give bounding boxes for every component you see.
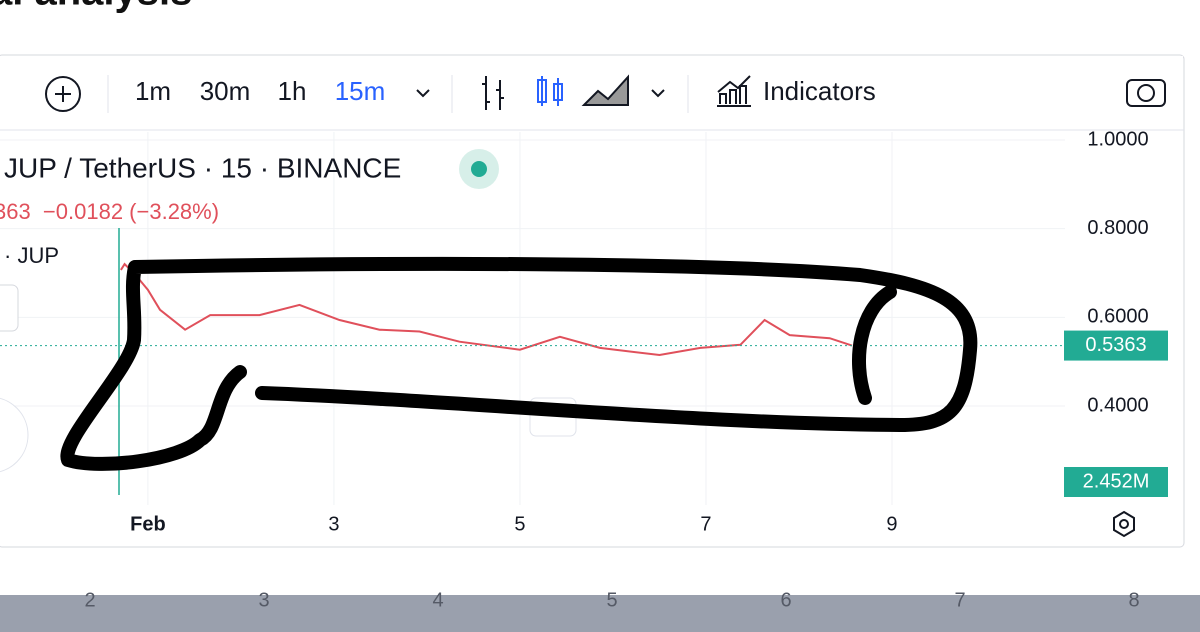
candles-icon[interactable] — [537, 76, 563, 106]
x-tick-label: 3 — [328, 513, 339, 535]
x-tick-label: 5 — [514, 513, 525, 535]
camera-lens — [1137, 84, 1155, 102]
background-tick-label: 7 — [954, 589, 965, 611]
price-line — [120, 262, 853, 357]
background-tick-label: 5 — [606, 589, 617, 611]
x-tick-label: 9 — [886, 513, 897, 535]
status-dot — [471, 161, 487, 177]
chart-type-dropdown[interactable] — [651, 89, 665, 98]
background-tick-label: 3 — [258, 589, 269, 611]
y-tick-label: 0.8000 — [1087, 217, 1148, 239]
background-tick-label: 8 — [1128, 589, 1139, 611]
interval-button[interactable]: 1m — [135, 76, 171, 106]
last-price-box — [1064, 330, 1168, 361]
indicators-icon[interactable] — [717, 75, 751, 107]
toolbar — [0, 56, 1183, 130]
camera-icon[interactable] — [1126, 79, 1166, 107]
background-tick-label: 6 — [780, 589, 791, 611]
volume-value-label: 2.452M — [1083, 470, 1150, 492]
settings-icon-center — [1119, 519, 1129, 529]
y-tick-label: 1.0000 — [1087, 128, 1148, 150]
interval-button[interactable]: 30m — [200, 76, 251, 106]
background-tick-label: 2 — [84, 589, 95, 611]
logo-badge — [0, 397, 29, 473]
indicators-button[interactable]: Indicators — [763, 76, 876, 106]
x-tick-label: Feb — [130, 513, 166, 535]
area-icon[interactable] — [581, 74, 629, 106]
background-tick-label: 4 — [432, 589, 443, 611]
volume-legend: · JUP — [4, 243, 59, 268]
y-tick-label: 0.4000 — [1087, 394, 1148, 416]
collapse-button[interactable] — [0, 284, 19, 332]
bars-icon[interactable] — [482, 76, 504, 110]
interval-dropdown[interactable] — [416, 89, 430, 98]
plus-icon — [55, 86, 71, 102]
background-strip — [0, 595, 1200, 632]
legend-change: 363 −0.0182 (−3.28%) — [0, 199, 219, 224]
interval-button[interactable]: 1h — [278, 76, 307, 106]
volume-price-box — [1064, 467, 1168, 497]
legend-symbol: JUP / TetherUS · 15 · BINANCE — [4, 152, 401, 183]
page-title: al analysis — [0, 0, 192, 14]
y-tick-label: 0.6000 — [1087, 306, 1148, 328]
background-axis: 2 3 4 5 6 7 8 — [84, 589, 1139, 611]
x-tick-label: 7 — [700, 513, 711, 535]
last-price-label: 0.5363 — [1085, 334, 1146, 356]
settings-icon[interactable] — [1113, 510, 1135, 538]
add-symbol-button[interactable] — [45, 76, 81, 112]
hand-drawn-outline — [60, 256, 978, 471]
interval-button[interactable]: 15m — [335, 76, 386, 106]
